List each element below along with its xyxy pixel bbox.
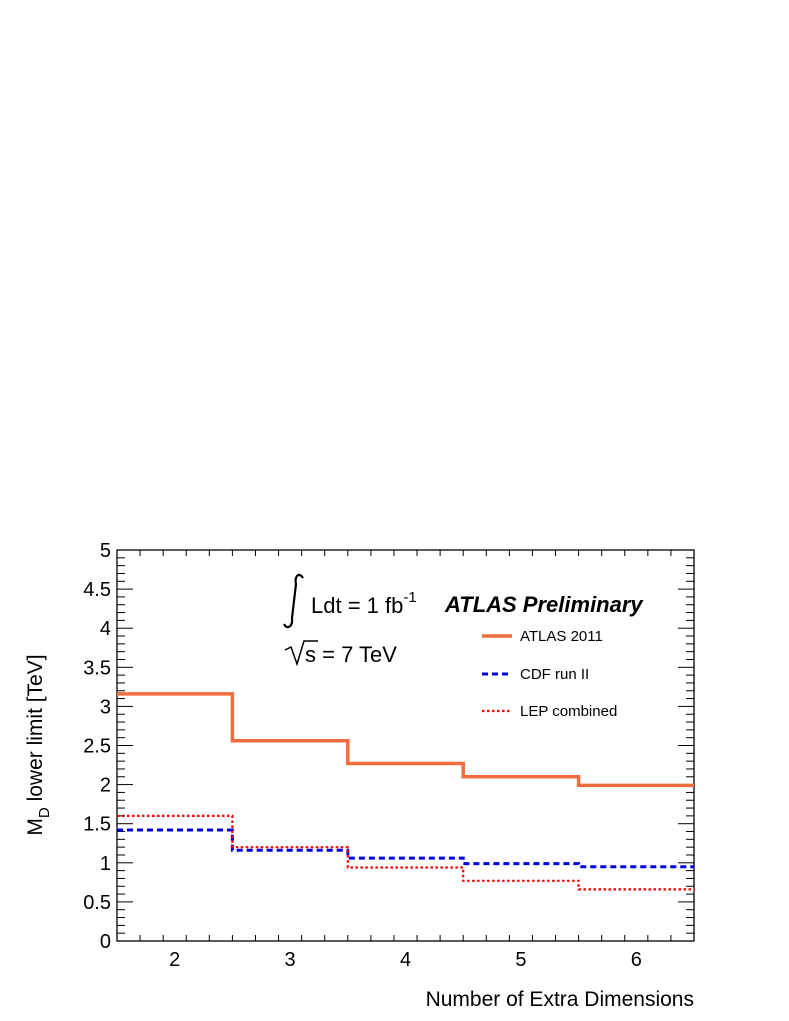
legend-label: CDF run II <box>520 666 589 683</box>
sqrt-sign <box>284 640 318 667</box>
y-tick-label: 4 <box>100 618 111 640</box>
y-axis-title-main: M <box>24 818 47 836</box>
x-tick-label: 2 <box>169 949 180 971</box>
y-tick-label: 1 <box>100 853 111 875</box>
y-tick-label: 2.5 <box>83 736 111 758</box>
energy-text: s = 7 TeV <box>305 642 397 667</box>
x-tick-label: 3 <box>285 949 296 971</box>
x-tick-label: 5 <box>515 949 526 971</box>
energy-annotation: s = 7 TeV <box>284 640 397 667</box>
series-line-cdf-run-ii <box>117 828 694 869</box>
series-line-atlas-2011 <box>117 692 694 788</box>
y-tick-label: 1.5 <box>83 814 111 836</box>
y-tick-label: 0.5 <box>83 892 111 914</box>
y-tick-label: 3 <box>100 696 111 718</box>
svg-text:MD lower limit [TeV]: MD lower limit [TeV] <box>24 654 53 835</box>
series-line-lep-combined <box>117 814 694 891</box>
x-tick-label: 6 <box>631 949 642 971</box>
lumi-exponent: -1 <box>403 589 416 606</box>
series-lines <box>117 692 694 891</box>
y-axis-title: MD lower limit [TeV] <box>24 654 53 835</box>
x-tick-label: 4 <box>400 949 411 971</box>
svg-text:Ldt = 1 fb-1: Ldt = 1 fb-1 <box>311 589 417 618</box>
integral-sign <box>283 573 304 629</box>
y-tick-label: 2 <box>100 775 111 797</box>
legend: ATLAS 2011 CDF run II LEP combined <box>482 628 617 720</box>
atlas-preliminary-label: ATLAS Preliminary <box>444 592 644 617</box>
x-axis-title: Number of Extra Dimensions <box>426 988 694 1011</box>
legend-label: ATLAS 2011 <box>520 628 603 645</box>
y-axis-title-rest: lower limit [TeV] <box>24 654 47 807</box>
y-tick-label: 4.5 <box>83 579 111 601</box>
lumi-annotation: Ldt = 1 fb-1 <box>283 573 417 629</box>
y-tick-label: 0 <box>100 931 111 953</box>
axis-ticks: 0 0.5 1 1.5 2 2.5 3 3.5 4 4.5 5 2 3 4 5 6 <box>83 540 695 971</box>
y-tick-label: 3.5 <box>83 657 111 679</box>
y-tick-label: 5 <box>100 540 111 562</box>
legend-label: LEP combined <box>520 703 617 720</box>
y-axis-title-sub: D <box>36 807 53 818</box>
lumi-text: Ldt = 1 fb <box>311 593 403 618</box>
